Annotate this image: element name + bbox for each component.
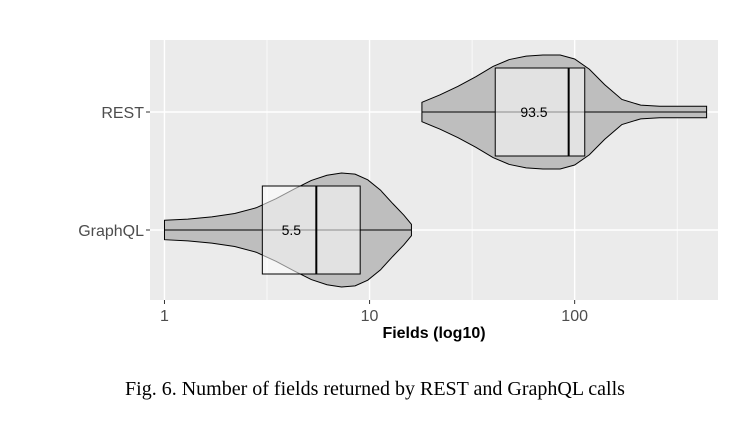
median-label: 5.5 bbox=[282, 222, 302, 238]
median-label: 93.5 bbox=[520, 104, 547, 120]
boxplots: 93.5 5.5 bbox=[261, 67, 586, 275]
box-graphql bbox=[261, 185, 361, 275]
y-tick-label: REST bbox=[101, 105, 144, 122]
violin-chart: 93.5 5.5 1 10 100 REST GraphQL Fields (log10… bbox=[78, 40, 718, 342]
box-rest bbox=[494, 67, 586, 157]
plot-panel bbox=[150, 40, 718, 300]
x-tick-label: 10 bbox=[361, 308, 379, 325]
x-tick-label: 100 bbox=[561, 308, 588, 325]
x-tick-label: 1 bbox=[160, 308, 169, 325]
y-axis-ticks: REST GraphQL bbox=[78, 105, 150, 240]
y-tick-label: GraphQL bbox=[78, 223, 144, 240]
x-axis-ticks: 1 10 100 bbox=[160, 300, 588, 325]
x-axis-title: Fields (log10) bbox=[382, 325, 485, 342]
figure-caption: Fig. 6. Number of fields returned by RES… bbox=[125, 378, 625, 400]
